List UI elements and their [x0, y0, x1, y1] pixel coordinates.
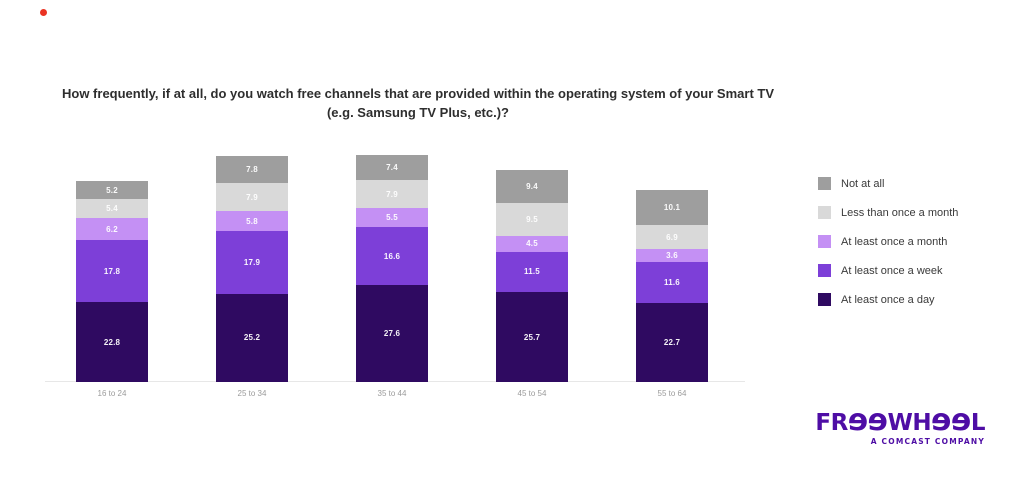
segment-at-least-once-a-week-16-to-24: 17.8 [76, 239, 148, 303]
segment-less-than-once-a-month-35-to-44: 7.9 [356, 180, 428, 209]
x-axis-label-35-to-44: 35 to 44 [377, 389, 407, 398]
bar-55-to-64: 22.7 11.6 3.6 6.9 10.1 [636, 189, 708, 382]
bar-35-to-44: 27.6 16.6 5.5 7.9 7.4 [356, 154, 428, 382]
legend-item-less-than-once-a-month: Less than once a month [818, 206, 958, 219]
segment-value-label: 5.2 [106, 185, 118, 195]
segment-value-label: 17.9 [243, 257, 261, 267]
segment-at-least-once-a-month-35-to-44: 5.5 [356, 208, 428, 228]
legend-item-at-least-once-a-day: At least once a day [818, 293, 958, 306]
segment-value-label: 9.4 [526, 181, 538, 191]
bar-25-to-34: 25.2 17.9 5.8 7.9 7.8 [216, 155, 288, 382]
segment-value-label: 16.6 [383, 251, 401, 261]
segment-value-label: 11.6 [664, 277, 680, 287]
segment-value-label: 3.6 [666, 251, 678, 261]
segment-not-at-all-16-to-24: 5.2 [76, 181, 148, 200]
segment-value-label: 25.7 [523, 332, 541, 342]
brand-logo: FRɘɘWHɘɘL A COMCAST COMPANY [815, 406, 986, 447]
legend-label-at-least-once-a-month: At least once a month [841, 235, 948, 248]
chart-title-line-2: (e.g. Samsung TV Plus, etc.)? [326, 105, 510, 120]
wordmark-seg-ee-1: ɘɘ [847, 403, 888, 438]
legend-swatch-at-least-once-a-month [818, 235, 831, 248]
legend-item-at-least-once-a-month: At least once a month [818, 235, 958, 248]
bar-45-to-54: 25.7 11.5 4.5 9.5 9.4 [496, 169, 568, 382]
segment-less-than-once-a-month-55-to-64: 6.9 [636, 225, 708, 250]
segment-value-label: 5.8 [246, 216, 258, 226]
segment-value-label: 6.9 [666, 232, 678, 242]
brand-wordmark: FRɘɘWHɘɘL [815, 406, 986, 437]
segment-value-label: 4.5 [526, 239, 538, 249]
segment-value-label: 5.5 [386, 213, 398, 223]
segment-at-least-once-a-week-25-to-34: 17.9 [216, 231, 288, 294]
segment-at-least-once-a-day-45-to-54: 25.7 [496, 292, 568, 382]
legend-item-not-at-all: Not at all [818, 177, 958, 190]
x-axis-label-16-to-24: 16 to 24 [97, 389, 127, 398]
bar-16-to-24: 22.8 17.8 6.2 5.4 5.2 [76, 181, 148, 382]
legend-swatch-at-least-once-a-week [818, 264, 831, 277]
segment-at-least-once-a-month-45-to-54: 4.5 [496, 236, 568, 252]
segment-at-least-once-a-week-35-to-44: 16.6 [356, 227, 428, 286]
legend-swatch-at-least-once-a-day [818, 293, 831, 306]
legend: Not at all Less than once a month At least… [818, 177, 958, 322]
brand-tagline: A COMCAST COMPANY [870, 437, 985, 446]
x-axis-label-55-to-64: 55 to 64 [657, 389, 687, 398]
segment-value-label: 6.2 [106, 224, 118, 234]
segment-value-label: 27.6 [383, 329, 401, 339]
segment-not-at-all-45-to-54: 9.4 [496, 169, 568, 203]
segment-value-label: 22.7 [663, 337, 681, 347]
segment-at-least-once-a-day-35-to-44: 27.6 [356, 285, 428, 382]
chart-title-line-1: How frequently, if at all, do you watch … [62, 86, 774, 101]
segment-at-least-once-a-month-25-to-34: 5.8 [216, 210, 288, 232]
segment-less-than-once-a-month-16-to-24: 5.4 [76, 199, 148, 219]
segment-value-label: 11.5 [524, 267, 540, 277]
x-axis-label-45-to-54: 45 to 54 [517, 389, 547, 398]
segment-value-label: 7.4 [386, 162, 398, 172]
segment-value-label: 10.1 [663, 203, 681, 213]
wordmark-seg-wh: WH [887, 410, 932, 436]
legend-label-not-at-all: Not at all [841, 177, 885, 190]
legend-label-at-least-once-a-week: At least once a week [841, 264, 943, 277]
segment-not-at-all-35-to-44: 7.4 [356, 154, 428, 181]
wordmark-seg-fr: FR [815, 410, 848, 436]
wordmark-seg-l: L [970, 410, 986, 436]
segment-value-label: 7.8 [246, 165, 258, 175]
legend-swatch-less-than-once-a-month [818, 206, 831, 219]
segment-value-label: 17.8 [103, 266, 121, 276]
segment-not-at-all-55-to-64: 10.1 [636, 189, 708, 226]
segment-not-at-all-25-to-34: 7.8 [216, 155, 288, 184]
wordmark-seg-ee-2: ɘɘ [931, 403, 971, 438]
legend-label-less-than-once-a-month: Less than once a month [841, 206, 959, 219]
legend-item-at-least-once-a-week: At least once a week [818, 264, 958, 277]
segment-value-label: 9.5 [526, 214, 538, 224]
legend-label-at-least-once-a-day: At least once a day [841, 293, 935, 306]
segment-at-least-once-a-day-16-to-24: 22.8 [76, 302, 148, 382]
red-dot [40, 9, 47, 16]
chart-title: How frequently, if at all, do you watch … [20, 84, 816, 122]
segment-at-least-once-a-week-45-to-54: 11.5 [496, 251, 568, 293]
segment-less-than-once-a-month-45-to-54: 9.5 [496, 202, 568, 237]
segment-value-label: 7.9 [246, 192, 258, 202]
legend-swatch-not-at-all [818, 177, 831, 190]
segment-value-label: 5.4 [106, 204, 118, 214]
segment-value-label: 22.8 [103, 337, 121, 347]
segment-at-least-once-a-day-55-to-64: 22.7 [636, 302, 708, 382]
segment-at-least-once-a-week-55-to-64: 11.6 [636, 261, 708, 303]
segment-at-least-once-a-month-16-to-24: 6.2 [76, 218, 148, 240]
segment-less-than-once-a-month-25-to-34: 7.9 [216, 183, 288, 211]
segment-value-label: 7.9 [386, 189, 398, 199]
segment-at-least-once-a-day-25-to-34: 25.2 [216, 293, 288, 382]
plot-area: 22.8 17.8 6.2 5.4 5.2 16 to 24 25.2 17.9 5.8 7.9 7… [45, 142, 745, 398]
x-axis-label-25-to-34: 25 to 34 [237, 389, 267, 398]
segment-at-least-once-a-month-55-to-64: 3.6 [636, 249, 708, 262]
segment-value-label: 25.2 [243, 333, 261, 343]
